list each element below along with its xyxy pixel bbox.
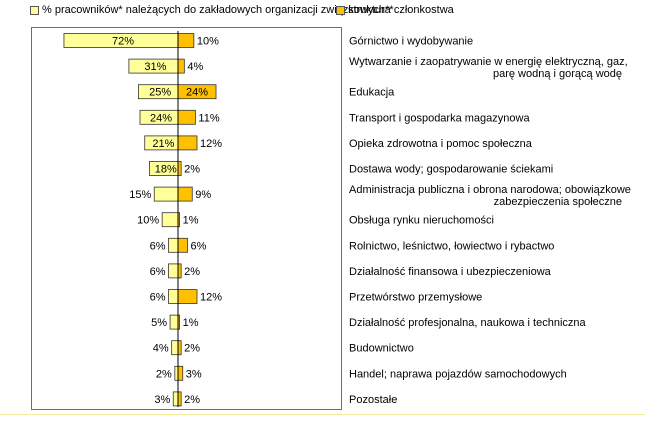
category-label: Pozostałe — [349, 394, 397, 406]
category-label-line: Dostawa wody; gospodarowanie ściekami — [349, 164, 553, 176]
value-label-union-share: 18% — [155, 164, 177, 176]
legend-item-membership-structure: struktura członkostwa — [336, 4, 454, 16]
value-label-union-share: 2% — [156, 368, 172, 380]
value-label-union-share: 4% — [153, 343, 169, 355]
bar-membership-structure — [177, 135, 198, 151]
value-label-membership-structure: 1% — [183, 317, 199, 329]
category-label-line: Opieka zdrowotna i pomoc społeczna — [349, 138, 533, 150]
value-label-union-share: 31% — [144, 61, 166, 73]
bottom-divider — [0, 414, 645, 415]
category-label-line: Handel; naprawa pojazdów samochodowych — [349, 368, 567, 380]
value-label-union-share: 72% — [112, 36, 134, 48]
category-label: Działalność profesjonalna, naukowa i tec… — [349, 317, 587, 329]
category-label-line: Przetwórstwo przemysłowe — [349, 292, 482, 304]
category-label: Transport i gospodarka magazynowa — [349, 112, 530, 124]
category-label: Edukacja — [349, 87, 395, 99]
legend-item-union-share: % pracowników* należących do zakładowych… — [30, 4, 394, 16]
bar-membership-structure — [177, 365, 184, 381]
category-label-line: Transport i gospodarka magazynowa — [349, 112, 530, 124]
value-label-membership-structure: 24% — [186, 87, 208, 99]
category-label-line: Wytwarzanie i zaopatrywanie w energię el… — [349, 56, 628, 68]
category-label-line: Edukacja — [349, 87, 395, 99]
value-label-membership-structure: 4% — [187, 61, 203, 73]
value-label-union-share: 21% — [152, 138, 174, 150]
value-label-union-share: 24% — [150, 112, 172, 124]
category-label: Rolnictwo, leśnictwo, łowiectwo i rybact… — [349, 240, 554, 252]
value-label-membership-structure: 2% — [184, 343, 200, 355]
category-label-line: Pozostałe — [349, 394, 397, 406]
legend-label-membership-structure: struktura członkostwa — [348, 4, 454, 16]
value-label-union-share: 5% — [151, 317, 167, 329]
value-label-membership-structure: 11% — [198, 112, 219, 124]
category-label-line: Rolnictwo, leśnictwo, łowiectwo i rybact… — [349, 240, 554, 252]
bar-membership-structure — [177, 186, 193, 202]
bar-union-share — [168, 263, 179, 279]
bar-union-share — [171, 340, 179, 356]
bar-membership-structure — [177, 58, 185, 74]
bar-membership-structure — [177, 289, 198, 304]
category-label: Działalność finansowa i ubezpieczeniowa — [349, 266, 552, 278]
value-label-membership-structure: 12% — [200, 292, 222, 304]
value-label-union-share: 15% — [129, 189, 151, 201]
category-label: Administracja publiczna i obrona narodow… — [349, 184, 631, 208]
category-label-line: parę wodną i gorącą wodę — [493, 68, 622, 80]
value-label-union-share: 6% — [150, 292, 166, 304]
category-label-line: zabezpieczenia społeczne — [494, 196, 622, 208]
category-label: Opieka zdrowotna i pomoc społeczna — [349, 138, 533, 150]
legend-swatch-membership-structure — [336, 5, 345, 15]
category-label: Handel; naprawa pojazdów samochodowych — [349, 368, 567, 380]
value-label-membership-structure: 6% — [191, 240, 207, 252]
bar-membership-structure — [177, 33, 195, 48]
category-label: Przetwórstwo przemysłowe — [349, 292, 482, 304]
category-label-line: Górnictwo i wydobywanie — [349, 36, 473, 48]
value-label-membership-structure: 2% — [184, 164, 200, 176]
value-label-union-share: 6% — [150, 266, 166, 278]
category-label: Wytwarzanie i zaopatrywanie w energię el… — [349, 56, 628, 80]
bar-union-share — [153, 186, 179, 202]
category-label: Obsługa rynku nieruchomości — [349, 215, 494, 227]
category-label-line: Budownictwo — [349, 343, 414, 355]
legend-swatch-union-share — [30, 5, 39, 15]
value-label-union-share: 10% — [137, 215, 159, 227]
category-label-line: Administracja publiczna i obrona narodow… — [349, 184, 631, 196]
bar-membership-structure — [177, 237, 188, 253]
category-label-line: Działalność profesjonalna, naukowa i tec… — [349, 317, 587, 329]
bar-union-share — [161, 212, 179, 228]
value-label-membership-structure: 2% — [184, 394, 200, 406]
bar-union-share — [168, 237, 179, 253]
value-label-membership-structure: 9% — [195, 189, 211, 201]
category-label-line: Obsługa rynku nieruchomości — [349, 215, 494, 227]
bar-membership-structure — [177, 109, 196, 125]
value-label-membership-structure: 1% — [183, 215, 199, 227]
bar-union-share — [172, 391, 179, 407]
category-label: Budownictwo — [349, 343, 414, 355]
value-label-membership-structure: 3% — [186, 368, 202, 380]
value-label-membership-structure: 2% — [184, 266, 200, 278]
category-label: Górnictwo i wydobywanie — [349, 36, 473, 48]
category-label: Dostawa wody; gospodarowanie ściekami — [349, 164, 553, 176]
bar-union-share — [168, 289, 179, 304]
value-label-union-share: 3% — [154, 394, 170, 406]
value-label-membership-structure: 12% — [200, 138, 222, 150]
value-label-union-share: 6% — [150, 240, 166, 252]
plot-area-frame — [31, 27, 342, 410]
value-label-union-share: 25% — [149, 87, 171, 99]
category-label-line: Działalność finansowa i ubezpieczeniowa — [349, 266, 552, 278]
bar-union-share — [169, 314, 179, 330]
legend-label-union-share: % pracowników* należących do zakładowych… — [42, 4, 394, 16]
value-label-membership-structure: 10% — [197, 36, 219, 48]
